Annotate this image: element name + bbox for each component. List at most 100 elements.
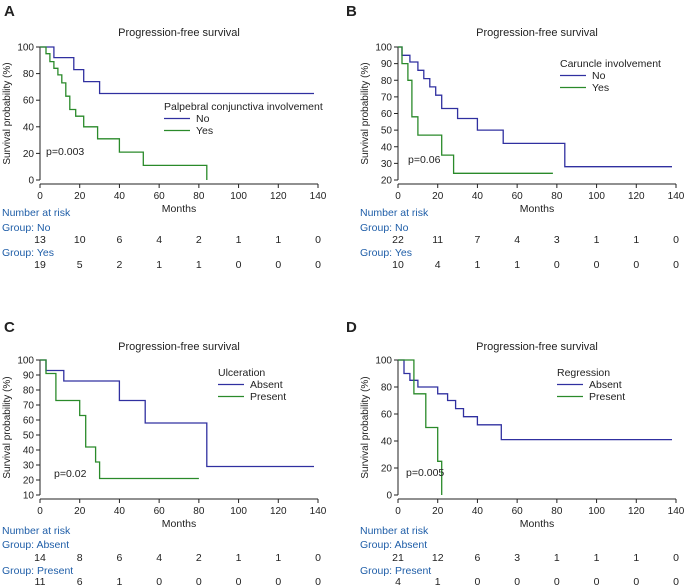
risk-count: 0 xyxy=(315,259,321,271)
risk-count: 0 xyxy=(196,576,202,587)
risk-count: 1 xyxy=(475,259,481,271)
x-tick-label: 140 xyxy=(310,191,327,202)
legend-title: Caruncle involvement xyxy=(560,58,661,70)
risk-count: 5 xyxy=(77,259,83,271)
risk-group-label: Group: Yes xyxy=(2,247,54,259)
legend-entry: Absent xyxy=(589,379,622,391)
risk-count: 21 xyxy=(392,552,404,564)
y-tick-label: 0 xyxy=(386,491,392,502)
y-tick-label: 60 xyxy=(23,96,35,107)
x-tick-label: 20 xyxy=(432,191,444,202)
risk-group-label: Group: Yes xyxy=(360,247,412,259)
risk-count: 0 xyxy=(673,552,679,564)
legend-entry: Absent xyxy=(250,379,283,391)
risk-table-header: Number at risk xyxy=(2,525,71,537)
x-tick-label: 40 xyxy=(114,506,126,517)
risk-count: 19 xyxy=(34,259,46,271)
panel-letter: D xyxy=(346,319,357,336)
x-axis-label: Months xyxy=(520,518,554,530)
risk-count: 2 xyxy=(196,234,202,246)
y-tick-label: 100 xyxy=(17,43,34,54)
risk-count: 1 xyxy=(594,552,600,564)
y-tick-label: 50 xyxy=(381,126,393,137)
y-tick-label: 20 xyxy=(381,176,393,187)
risk-count: 6 xyxy=(475,552,481,564)
series-line-present xyxy=(40,359,199,480)
risk-count: 10 xyxy=(74,234,86,246)
risk-count: 11 xyxy=(432,234,443,246)
x-tick-label: 100 xyxy=(588,191,605,202)
risk-count: 0 xyxy=(673,234,679,246)
risk-count: 13 xyxy=(34,234,46,246)
y-axis-label: Survival probability (%) xyxy=(2,376,13,478)
x-tick-label: 120 xyxy=(270,191,287,202)
risk-count: 2 xyxy=(117,259,123,271)
legend-title: Regression xyxy=(557,367,610,379)
risk-count: 0 xyxy=(594,259,600,271)
y-tick-label: 20 xyxy=(23,476,35,487)
legend-entry: Yes xyxy=(196,125,213,137)
p-value-label: p=0.003 xyxy=(46,146,84,158)
x-tick-label: 0 xyxy=(395,506,401,517)
risk-count: 10 xyxy=(392,259,404,271)
risk-count: 0 xyxy=(673,576,679,587)
y-tick-label: 0 xyxy=(28,176,34,187)
chart-title: Progression-free survival xyxy=(118,27,240,39)
risk-table-header: Number at risk xyxy=(360,525,429,537)
risk-count: 14 xyxy=(34,552,46,564)
risk-count: 1 xyxy=(236,552,242,564)
risk-count: 1 xyxy=(117,576,123,587)
x-axis-label: Months xyxy=(162,518,196,530)
x-axis-label: Months xyxy=(162,203,196,215)
risk-count: 0 xyxy=(156,576,162,587)
y-tick-label: 50 xyxy=(23,431,35,442)
series-line-yes xyxy=(40,46,208,180)
x-tick-label: 100 xyxy=(230,506,247,517)
x-tick-label: 60 xyxy=(154,191,166,202)
risk-count: 1 xyxy=(594,234,600,246)
series-line-absent xyxy=(398,359,672,441)
y-tick-label: 100 xyxy=(17,356,34,367)
p-value-label: p=0.005 xyxy=(406,467,444,479)
risk-count: 4 xyxy=(435,259,441,271)
y-tick-label: 70 xyxy=(23,401,35,412)
risk-count: 1 xyxy=(633,552,639,564)
risk-group-label: Group: No xyxy=(2,222,51,234)
x-tick-label: 60 xyxy=(512,191,524,202)
series-line-no xyxy=(398,46,672,168)
legend-entry: No xyxy=(196,113,210,125)
risk-count: 0 xyxy=(475,576,481,587)
risk-count: 1 xyxy=(554,552,560,564)
risk-count: 4 xyxy=(156,552,162,564)
risk-count: 0 xyxy=(594,576,600,587)
risk-group-label: Group: Absent xyxy=(2,539,69,551)
risk-count: 1 xyxy=(196,259,202,271)
panel-letter: A xyxy=(4,3,15,20)
risk-count: 0 xyxy=(315,576,321,587)
risk-count: 1 xyxy=(633,234,639,246)
risk-count: 7 xyxy=(475,234,481,246)
risk-table-header: Number at risk xyxy=(2,207,71,219)
risk-count: 12 xyxy=(432,552,444,564)
x-tick-label: 80 xyxy=(193,191,205,202)
y-tick-label: 30 xyxy=(381,159,393,170)
y-tick-label: 10 xyxy=(23,491,35,502)
series-line-no xyxy=(40,46,314,95)
y-tick-label: 90 xyxy=(23,371,35,382)
p-value-label: p=0.06 xyxy=(408,154,441,166)
y-tick-label: 40 xyxy=(23,446,35,457)
y-tick-label: 100 xyxy=(375,43,392,54)
risk-count: 2 xyxy=(196,552,202,564)
risk-group-label: Group: No xyxy=(360,222,409,234)
risk-count: 0 xyxy=(514,576,520,587)
y-tick-label: 60 xyxy=(23,416,35,427)
legend-title: Ulceration xyxy=(218,367,265,379)
risk-count: 0 xyxy=(633,576,639,587)
risk-count: 0 xyxy=(275,576,281,587)
risk-count: 1 xyxy=(275,552,281,564)
panel-letter: B xyxy=(346,3,357,20)
risk-count: 3 xyxy=(514,552,520,564)
